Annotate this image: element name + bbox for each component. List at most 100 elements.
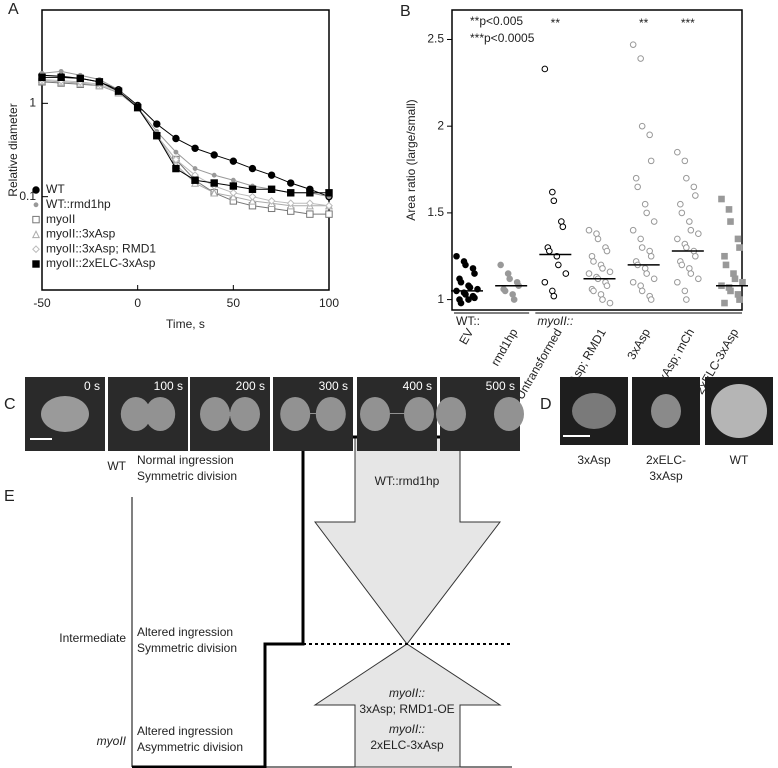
arrow-label: 2xELC-3xAsp (370, 738, 444, 752)
point (457, 278, 465, 286)
cell (651, 394, 681, 428)
series-line (41, 81, 329, 215)
point (590, 258, 597, 265)
point (599, 296, 606, 303)
point (585, 270, 593, 277)
point (678, 261, 686, 269)
panel-label: A (8, 1, 19, 18)
point (678, 209, 686, 217)
group-label: myoII:: (537, 314, 573, 328)
point (692, 192, 699, 199)
cell (280, 397, 311, 431)
point (210, 179, 218, 187)
cell (404, 397, 434, 431)
point (497, 261, 504, 269)
point (305, 199, 314, 208)
point (677, 200, 684, 208)
point (541, 65, 549, 73)
point (325, 210, 333, 218)
point (191, 176, 199, 184)
time-label: 300 s (319, 379, 348, 393)
time-label: 400 s (403, 379, 432, 393)
point (453, 252, 460, 260)
point (638, 287, 646, 295)
level-description: Altered ingression (137, 625, 233, 639)
point (153, 120, 161, 128)
time-label: 100 s (154, 379, 183, 393)
x-tick-label: -50 (33, 296, 51, 310)
note: ***p<0.0005 (470, 31, 535, 45)
point (153, 132, 161, 140)
point (727, 287, 734, 295)
point (681, 287, 689, 295)
point (248, 196, 257, 205)
point (325, 201, 333, 210)
point (114, 87, 123, 95)
cell (572, 393, 616, 429)
point (629, 278, 637, 286)
point (172, 134, 180, 143)
cell (360, 397, 390, 431)
point (638, 122, 646, 130)
point (210, 188, 219, 197)
point (721, 299, 728, 307)
point (506, 275, 513, 283)
point (57, 73, 65, 82)
legend-marker (32, 260, 40, 268)
point (248, 164, 257, 173)
level-name: Intermediate (59, 631, 126, 645)
x-tick-label: 3xAsp (624, 326, 653, 362)
point (727, 218, 734, 225)
point (559, 223, 567, 231)
y-axis-label: Relative diameter (6, 103, 20, 196)
cell (145, 397, 176, 431)
x-tick-label: 50 (227, 296, 241, 310)
point (248, 192, 257, 201)
point (690, 183, 698, 191)
panel-label: B (400, 3, 411, 20)
point (510, 296, 518, 303)
point (38, 73, 46, 82)
point (287, 189, 295, 197)
point (229, 188, 238, 197)
point (248, 185, 257, 193)
series-line (41, 79, 330, 207)
point (306, 189, 314, 197)
point (736, 296, 743, 303)
point (76, 74, 84, 83)
down-arrow (313, 436, 502, 645)
significance: ** (639, 16, 649, 30)
time-label: 0 s (84, 379, 100, 393)
level-name: WT (107, 459, 126, 473)
point (267, 197, 276, 205)
y-tick-label: 0.1 (19, 189, 36, 203)
point (133, 103, 142, 112)
point (287, 179, 295, 187)
point (267, 171, 276, 179)
plot-frame (41, 9, 330, 291)
point (606, 268, 614, 276)
point (462, 261, 469, 269)
point (674, 278, 681, 286)
legend-label: WT::rmd1hp (46, 197, 111, 211)
point (647, 252, 655, 260)
point (325, 189, 333, 197)
diagram (131, 435, 512, 768)
cell (436, 397, 466, 431)
level-description: Altered ingression (137, 724, 233, 738)
point (687, 270, 695, 277)
point (286, 199, 295, 208)
point (457, 299, 465, 307)
point (603, 247, 611, 255)
legend-marker (31, 230, 41, 239)
point (739, 278, 746, 286)
point (550, 197, 558, 205)
note: **p<0.005 (470, 14, 523, 28)
point (550, 292, 558, 300)
y-tick-label: 2.5 (427, 32, 444, 46)
cell (138, 410, 158, 418)
point (229, 182, 238, 190)
point (695, 230, 702, 237)
point (683, 244, 690, 251)
point (95, 78, 104, 86)
